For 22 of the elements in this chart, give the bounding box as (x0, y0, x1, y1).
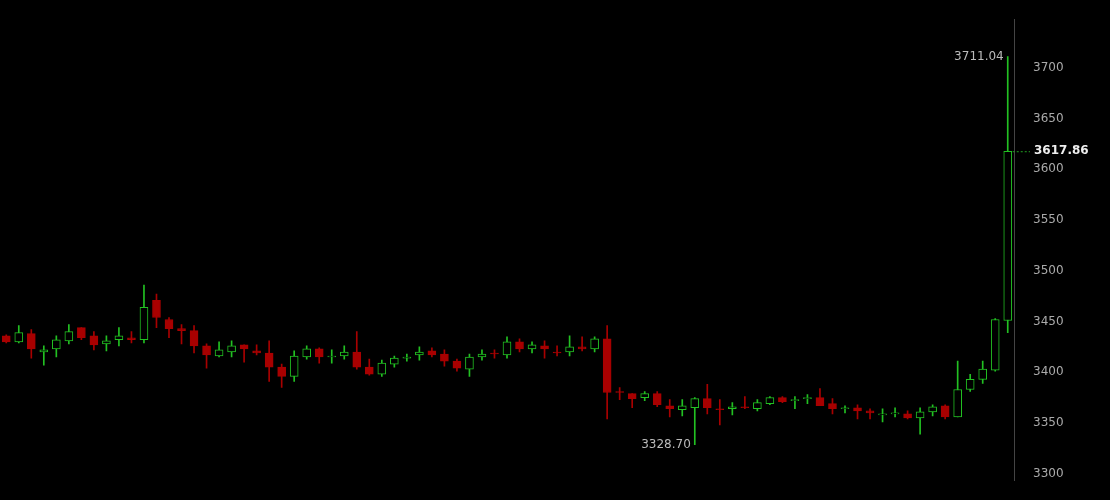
y-tick-label: 3300 (1033, 465, 1064, 480)
candlestick (890, 407, 900, 418)
ref-line-label: 3617.86 (1034, 143, 1089, 158)
y-tick-label: 3400 (1033, 364, 1064, 379)
candlestick (665, 399, 675, 418)
candlestick (840, 405, 850, 414)
candlestick (552, 345, 562, 357)
y-tick-label: 3500 (1033, 262, 1064, 277)
candlestick (740, 396, 750, 410)
candlestick (114, 327, 124, 347)
candlestick (690, 397, 700, 445)
annotation: 3328.70 (641, 436, 691, 451)
y-tick-label: 3350 (1033, 415, 1064, 430)
y-tick-label: 3600 (1033, 161, 1064, 176)
y-tick-label: 3450 (1033, 313, 1064, 328)
y-tick-label: 3550 (1033, 212, 1064, 227)
y-tick-label: 3700 (1033, 60, 1064, 75)
annotation: 3711.04 (954, 48, 1004, 63)
candlestick (402, 353, 412, 362)
y-tick-label: 3650 (1033, 110, 1064, 125)
candlestick (327, 349, 337, 364)
candlestick (715, 399, 725, 426)
